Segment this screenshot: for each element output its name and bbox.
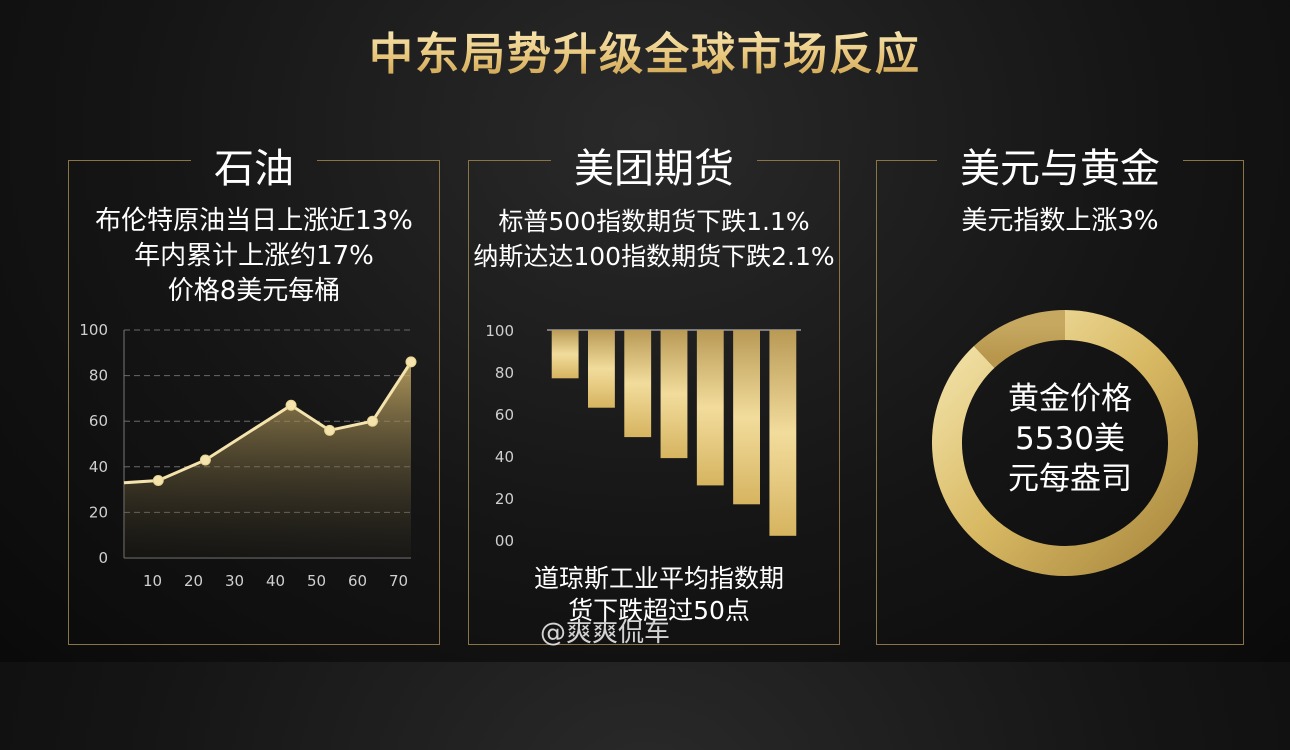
bar-ytick-3: 40 — [495, 448, 514, 466]
panel-dollar-gold: 美元与黄金 美元指数上涨3% 黄金价格 5530美 元每盎司 — [876, 146, 1244, 645]
dollar-line-1: 美元指数上涨3% — [961, 206, 1159, 236]
oil-xtick-3: 40 — [266, 572, 285, 590]
gold-price-label: 黄金价格 5530美 元每盎司 — [970, 379, 1170, 499]
oil-xtick-4: 50 — [307, 572, 326, 590]
oil-xtick-6: 70 — [389, 572, 408, 590]
gold-donut-slice-1 — [973, 310, 1066, 369]
page-title: 中东局势升级全球市场反应 — [0, 18, 1290, 82]
oil-xtick-2: 30 — [225, 572, 244, 590]
oil-point-6 — [405, 356, 417, 368]
futures-bar-6 — [733, 330, 760, 505]
gold-donut-chart — [932, 310, 1198, 576]
oil-ytick-3: 60 — [89, 412, 108, 430]
dow-note: 道琼斯工业平均指数期 货下跌超过50点 — [509, 563, 809, 627]
oil-area-chart: 0 20 40 60 80 100 10 20 30 40 50 60 70 — [79, 321, 417, 590]
dow-note-line-1: 道琼斯工业平均指数期 — [533, 564, 784, 593]
futures-bar-3 — [624, 330, 652, 438]
gold-label-line-1: 黄金价格 — [1008, 381, 1132, 417]
futures-line-2: 纳斯达达100指数期货下跌2.1% — [473, 242, 835, 271]
oil-point-5 — [366, 415, 378, 427]
oil-ytick-1: 20 — [89, 503, 108, 521]
dollar-description: 美元指数上涨3% — [877, 204, 1243, 239]
bar-ytick-1: 80 — [495, 364, 514, 382]
bar-ytick-2: 60 — [495, 406, 514, 424]
dow-note-line-2: 货下跌超过50点 — [568, 596, 750, 625]
oil-ytick-0: 0 — [98, 549, 108, 567]
panel-oil-heading: 石油 — [214, 146, 294, 192]
oil-xtick-5: 60 — [348, 572, 367, 590]
futures-bar-5 — [696, 330, 724, 486]
panel-futures-heading: 美团期货 — [574, 146, 734, 192]
futures-bar-2 — [588, 330, 615, 408]
oil-description: 布伦特原油当日上涨近13% 年内累计上涨约17% 价格8美元每桶 — [69, 204, 439, 309]
panel-dollar-gold-heading: 美元与黄金 — [960, 146, 1160, 192]
oil-point-4 — [324, 424, 336, 436]
oil-line-3: 价格8美元每桶 — [167, 276, 341, 306]
bar-ytick-4: 20 — [495, 490, 514, 508]
oil-line-2: 年内累计上涨约17% — [134, 241, 374, 271]
futures-line-1: 标普500指数期货下跌1.1% — [498, 207, 810, 236]
oil-ytick-5: 100 — [79, 321, 108, 339]
panel-futures: 美团期货 标普500指数期货下跌1.1% 纳斯达达100指数期货下跌2.1% 1… — [468, 146, 840, 645]
oil-xtick-0: 10 — [143, 572, 162, 590]
oil-line-1: 布伦特原油当日上涨近13% — [95, 206, 413, 236]
watermark: @爽爽侃车 — [540, 618, 671, 648]
bar-ytick-5: 00 — [495, 532, 514, 550]
panel-oil: 石油 布伦特原油当日上涨近13% 年内累计上涨约17% 价格8美元每桶 0 20 4… — [68, 146, 440, 645]
oil-point-3 — [285, 399, 297, 411]
bar-ytick-0: 100 — [485, 322, 514, 340]
oil-point-1 — [152, 474, 164, 486]
oil-area-fill — [124, 361, 411, 558]
futures-bar-7 — [769, 330, 797, 536]
oil-xtick-1: 20 — [184, 572, 203, 590]
gold-label-line-2: 5530美 — [1015, 421, 1125, 457]
futures-bar-4 — [660, 330, 688, 459]
futures-bar-1 — [551, 330, 579, 379]
oil-point-2 — [199, 454, 211, 466]
oil-ytick-2: 40 — [89, 458, 108, 476]
futures-description: 标普500指数期货下跌1.1% 纳斯达达100指数期货下跌2.1% — [469, 204, 839, 274]
gold-label-line-3: 元每盎司 — [1008, 461, 1132, 497]
oil-ytick-4: 80 — [89, 367, 108, 385]
gold-donut-slice-0 — [932, 310, 1198, 576]
futures-bar-chart: 100 80 60 40 20 00 — [485, 322, 801, 550]
